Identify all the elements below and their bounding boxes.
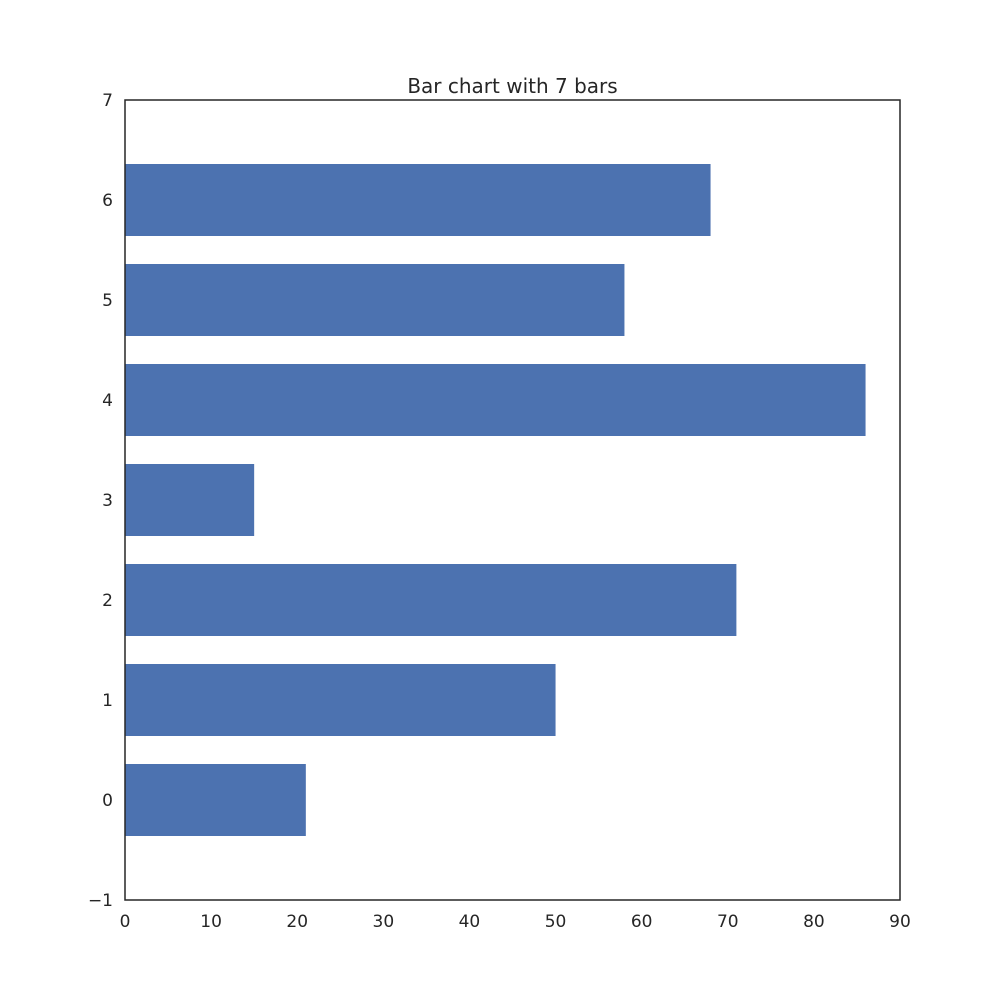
bars-group (125, 164, 866, 836)
bar-6 (125, 164, 711, 236)
x-tick-label: 40 (459, 912, 481, 932)
bar-0 (125, 764, 306, 836)
x-tick-label: 70 (717, 912, 739, 932)
x-tick-label: 80 (803, 912, 825, 932)
bar-5 (125, 264, 625, 336)
x-tick-label: 50 (545, 912, 567, 932)
x-tick-label: 60 (631, 912, 653, 932)
chart-title: Bar chart with 7 bars (407, 74, 617, 98)
x-tick-label: 30 (373, 912, 395, 932)
x-tick-label: 10 (200, 912, 222, 932)
bar-1 (125, 664, 556, 736)
y-tick-label: 5 (102, 291, 113, 311)
plot-frame (124, 99, 901, 901)
x-tick-label: 90 (889, 912, 911, 932)
y-tick-label: 4 (102, 391, 113, 411)
x-axis-ticks: 0 10 20 30 40 50 60 70 80 90 (120, 912, 911, 932)
x-tick-label: 20 (286, 912, 308, 932)
x-tick-label: 0 (120, 912, 131, 932)
bar-2 (125, 564, 737, 636)
y-tick-label: 6 (102, 191, 113, 211)
y-tick-label: 1 (102, 691, 113, 711)
bar-4 (125, 364, 866, 436)
y-tick-label: 3 (102, 491, 113, 511)
y-tick-label: −1 (88, 891, 113, 911)
y-tick-label: 2 (102, 591, 113, 611)
y-tick-label: 7 (102, 91, 113, 111)
y-axis-ticks: −1 0 1 2 3 4 5 6 7 (88, 91, 113, 911)
bar-3 (125, 464, 255, 536)
y-tick-label: 0 (102, 791, 113, 811)
